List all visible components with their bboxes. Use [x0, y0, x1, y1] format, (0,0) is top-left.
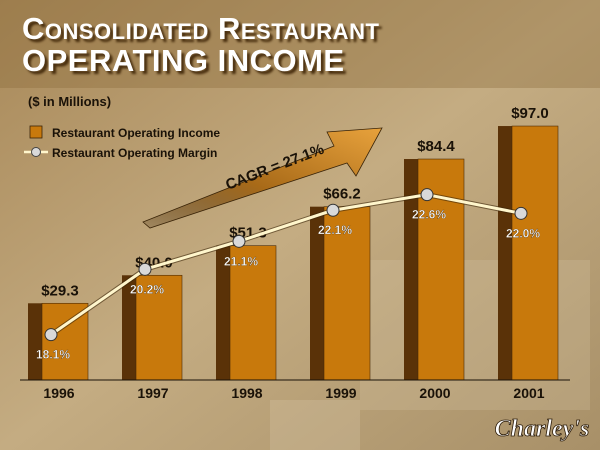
x-tick-label-2000: 2000: [419, 385, 450, 401]
margin-marker-2000: [420, 188, 434, 202]
legend-income-label: Restaurant Operating Income: [52, 126, 220, 140]
margin-value-label-2000: 22.6%: [412, 208, 446, 222]
margin-value-label-1996: 18.1%: [36, 348, 70, 362]
bar-value-label-1996: $29.3: [41, 282, 79, 299]
bar-1997: [135, 274, 183, 381]
bar-side-1999: [310, 206, 324, 380]
bar-side-1998: [216, 245, 230, 380]
x-tick-label-1997: 1997: [137, 385, 168, 401]
margin-marker-1996: [44, 328, 58, 342]
margin-line: [50, 193, 522, 336]
margin-value-label-1997: 20.2%: [130, 282, 164, 296]
bar-side-2001: [498, 126, 512, 380]
cagr-arrow: [142, 127, 383, 229]
legend-margin-label: Restaurant Operating Margin: [52, 146, 217, 160]
page-title-line1: Consolidated Restaurant: [22, 11, 380, 46]
margin-value-label-1999: 22.1%: [318, 223, 352, 237]
bar-side-1996: [28, 303, 42, 380]
cagr-label: CAGR = 27.1%: [223, 141, 326, 194]
units-subtitle: ($ in Millions): [28, 94, 112, 109]
bar-side-2000: [404, 159, 418, 380]
bar-1998: [229, 245, 277, 381]
legend-income-swatch: [29, 125, 43, 139]
x-tick-label-1999: 1999: [325, 385, 356, 401]
margin-marker-2001: [514, 206, 528, 220]
margin-value-label-1998: 21.1%: [224, 254, 258, 268]
bar-2001: [511, 125, 559, 381]
bar-value-label-1999: $66.2: [323, 186, 361, 203]
margin-marker-1998: [232, 234, 246, 248]
bar-1999: [323, 206, 371, 381]
bar-value-label-2001: $97.0: [511, 105, 549, 122]
margin-marker-1999: [326, 203, 340, 217]
logo-text: Charley's: [495, 416, 590, 442]
bar-value-label-2000: $84.4: [417, 138, 455, 155]
charleys-logo: Charley's: [494, 416, 590, 443]
legend-margin-marker: [31, 147, 41, 157]
bar-side-1997: [122, 275, 136, 380]
x-tick-label-1996: 1996: [43, 385, 74, 401]
x-tick-label-1998: 1998: [231, 385, 262, 401]
x-tick-label-2001: 2001: [513, 385, 544, 401]
margin-value-label-2001: 22.0%: [506, 226, 540, 240]
page-title-line2: Operating Income: [22, 43, 345, 78]
margin-marker-1997: [138, 262, 152, 276]
